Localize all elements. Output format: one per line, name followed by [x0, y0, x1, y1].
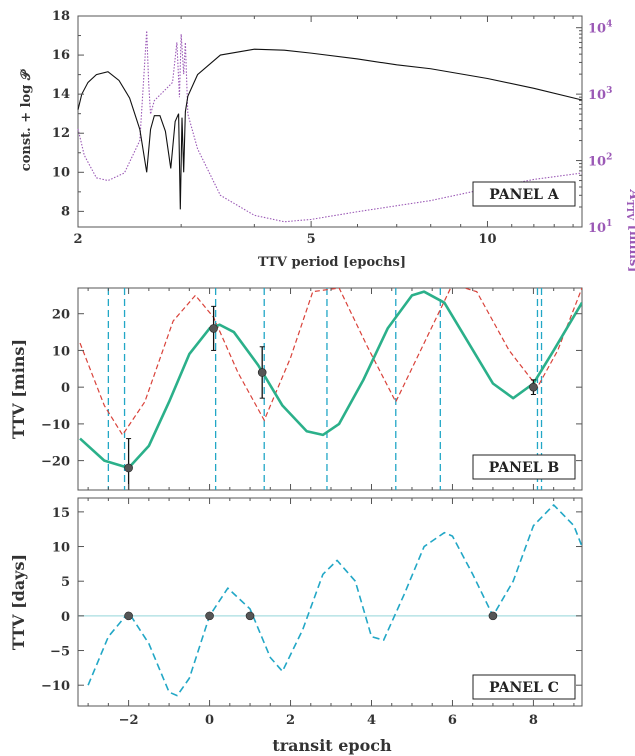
panel-b-frame — [77, 287, 583, 491]
panel-a-ytick-label: 10 — [52, 165, 70, 180]
panel-c-frame — [77, 497, 583, 707]
panel-a-y2tick-label: 103 — [588, 86, 612, 103]
panel-a-ytick-label: 12 — [52, 126, 70, 141]
panel-c-ytick-label: 15 — [52, 506, 70, 521]
panel-a-label-box — [472, 181, 576, 207]
panel-c-xtick-label: 0 — [205, 713, 214, 728]
panel-c: −2 0 2 4 6 8 −10 −5 0 5 10 15 PANEL C transit epoch… — [9, 497, 583, 755]
panel-c-xtick-label: 8 — [529, 713, 538, 728]
panel-c-xtick-label: 6 — [448, 713, 457, 728]
panel-b-ytick-label: 0 — [61, 381, 70, 396]
panel-a-curves — [77, 30, 583, 223]
panel-b-point — [124, 463, 133, 473]
panel-b-ytick-label: −20 — [41, 455, 70, 470]
panel-c-alias-curve — [87, 504, 582, 697]
panel-a-label: PANEL A — [489, 187, 560, 203]
panel-c-ytick-label: −5 — [50, 645, 70, 660]
panel-c-point — [205, 611, 214, 621]
panel-c-label-box — [472, 674, 576, 700]
panel-c-point — [124, 611, 133, 621]
panel-c-ticks: −2 0 2 4 6 8 −10 −5 0 5 10 15 — [41, 498, 582, 728]
panel-b-ylabel: TTV [mins] — [9, 339, 28, 439]
panel-b-point — [529, 382, 538, 392]
panel-b-ytick-label: 20 — [52, 308, 70, 323]
panel-c-plot-area — [78, 504, 582, 697]
panel-a-xtick-label: 5 — [307, 232, 316, 247]
panel-a-ticks: 2 5 10 8 10 12 14 16 18 101 102 103 104 — [52, 9, 612, 247]
panel-a-y2tick-label: 101 — [588, 219, 612, 236]
panel-a-ylabel: const. + log 𝒫 — [19, 69, 34, 171]
panel-c-xtick-label: 4 — [367, 713, 376, 728]
panel-a-y2tick-label: 104 — [588, 20, 612, 37]
panel-a-ytick-label: 18 — [52, 9, 70, 24]
panel-b-ytick-label: 10 — [52, 344, 70, 359]
panel-b-fit-curve — [79, 290, 582, 470]
panel-c-xtick-label: 2 — [286, 713, 295, 728]
panel-c-ytick-label: 0 — [61, 610, 70, 625]
panel-a-ytick-label: 16 — [52, 48, 70, 63]
panel-c-point — [245, 611, 255, 621]
panel-a-xlabel: TTV period [epochs] — [258, 255, 406, 270]
panel-a: 2 5 10 8 10 12 14 16 18 101 102 103 104 PANEL A TTV … — [19, 9, 635, 272]
panel-c-xlabel: transit epoch — [272, 736, 392, 755]
panel-b-label: PANEL B — [489, 460, 560, 476]
panel-a-ytick-label: 8 — [61, 204, 70, 219]
panel-b-ticks: −20 −10 0 10 20 — [41, 288, 582, 490]
panel-c-ytick-label: −10 — [41, 679, 70, 694]
panel-a-y2tick-label: 102 — [588, 153, 612, 170]
panel-c-point — [488, 611, 498, 621]
panel-a-frame — [77, 15, 583, 228]
panel-b-point — [257, 368, 267, 377]
panel-c-ytick-label: 5 — [61, 575, 70, 590]
panel-b-label-box — [472, 454, 576, 480]
panel-c-xtick-label: −2 — [119, 713, 139, 728]
panel-a-periodogram-curve — [77, 48, 583, 210]
panel-a-ytick-label: 14 — [52, 87, 70, 102]
panel-a-xtick-label: 2 — [73, 232, 82, 247]
panel-c-ytick-label: 10 — [52, 541, 70, 556]
panel-b-alias-curve — [79, 288, 582, 437]
panel-c-label: PANEL C — [489, 680, 559, 696]
panel-b-point — [209, 324, 218, 333]
panel-c-plot — [78, 504, 582, 697]
panel-b-ytick-label: −10 — [41, 418, 70, 433]
panel-b: −20 −10 0 10 20 PANEL B TTV [mins] — [9, 287, 583, 491]
panel-c-ylabel: TTV [days] — [9, 554, 28, 650]
panel-a-amplitude-curve — [77, 30, 583, 223]
panel-a-xtick-label: 10 — [478, 232, 496, 247]
